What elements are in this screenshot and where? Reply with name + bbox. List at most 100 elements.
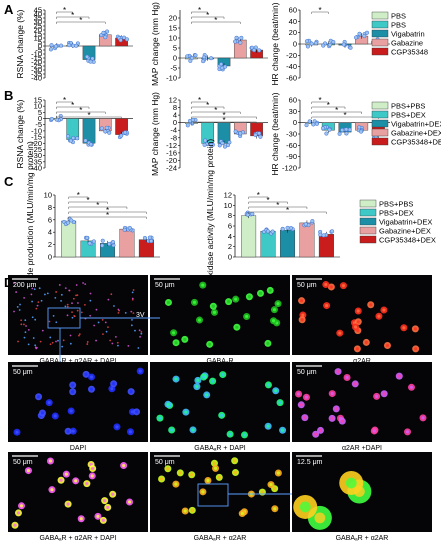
cell — [23, 336, 26, 339]
cell-core — [369, 303, 373, 307]
y-tick-label: -12 — [166, 141, 177, 150]
cell — [132, 312, 135, 315]
cell — [117, 344, 119, 347]
significance-bracket — [191, 101, 208, 104]
scale-label: 50 μm — [297, 369, 317, 376]
data-point — [354, 35, 359, 40]
bar-4 — [318, 234, 334, 258]
data-point — [324, 131, 329, 136]
cell-core — [89, 375, 94, 379]
cell-core — [170, 428, 174, 432]
data-point — [238, 131, 243, 136]
y-tick-label: 15 — [169, 24, 177, 33]
data-point — [225, 143, 231, 148]
cell — [64, 305, 67, 308]
cell-core — [74, 479, 78, 483]
region-tag: 3V — [136, 312, 145, 319]
y-tick-label: -5 — [35, 120, 42, 129]
significance-bracket — [311, 11, 329, 14]
cell-core — [299, 403, 303, 407]
cell — [30, 293, 33, 296]
data-point — [48, 47, 53, 52]
cell-core — [192, 300, 197, 304]
legend-label: Vigabatrin — [391, 30, 425, 39]
data-point — [347, 127, 352, 132]
cell-core — [122, 463, 126, 468]
cell — [130, 324, 133, 327]
y-tick-label: 8 — [48, 203, 52, 212]
data-point — [303, 222, 308, 227]
cell-core — [47, 401, 51, 405]
significance-bracket — [56, 106, 90, 109]
cell — [80, 311, 83, 314]
cell — [15, 291, 18, 293]
data-point — [83, 138, 88, 143]
y-tick-label: 0 — [38, 114, 42, 123]
cell-core — [71, 390, 75, 394]
data-point — [103, 129, 108, 134]
data-point — [123, 130, 128, 135]
y-axis-label: HR change (beat/min) — [270, 92, 280, 175]
scale-label: 50 μm — [155, 459, 175, 466]
y-tick-label: 45 — [34, 6, 42, 15]
cell — [55, 321, 58, 324]
cell — [114, 335, 117, 338]
y-tick-label: 12 — [169, 96, 177, 105]
significance-star: * — [63, 96, 66, 105]
micro-image — [150, 452, 290, 532]
legend-label: Gabazine — [391, 39, 423, 48]
cell — [97, 321, 100, 324]
data-point — [68, 138, 73, 143]
significance-star: * — [79, 106, 82, 115]
significance-star: * — [206, 101, 209, 110]
y-tick-label: 0 — [48, 253, 52, 262]
y-tick-label: -15 — [31, 54, 42, 63]
cell-core — [330, 416, 334, 420]
cell-core — [271, 319, 276, 323]
cell-core — [375, 394, 379, 398]
significance-star: * — [343, 111, 346, 120]
data-point — [49, 43, 54, 48]
cell-core — [240, 511, 244, 516]
y-axis-label: HR change (beat/min) — [270, 2, 280, 85]
legend-label: PBS+DEX — [391, 111, 426, 120]
data-point — [75, 136, 80, 141]
data-point — [362, 34, 367, 39]
cell-core — [174, 482, 178, 486]
cell — [20, 319, 23, 322]
data-point — [233, 129, 238, 134]
cell-core — [356, 309, 360, 313]
cell — [107, 326, 109, 329]
y-tick-label: 6 — [48, 215, 52, 224]
cell-core — [334, 407, 338, 411]
cell — [127, 345, 130, 347]
cell-core — [272, 308, 277, 312]
micro-caption: GABAₐR + DAPI — [194, 445, 245, 452]
y-tick-label: -5 — [35, 46, 42, 55]
cell-core — [184, 410, 188, 414]
cell-core — [103, 499, 107, 503]
data-point — [201, 59, 206, 64]
cell-core — [115, 425, 119, 429]
y-tick-label: -40 — [31, 164, 42, 173]
cell — [55, 340, 57, 343]
cell — [13, 310, 15, 313]
data-point — [58, 113, 63, 119]
micro-caption: GABAₐR + α2AR — [336, 535, 389, 542]
charts-layer: -40-35-30-25-20-15-10-505101520253035404… — [15, 2, 390, 313]
cell-core — [166, 467, 170, 471]
cell-core — [202, 375, 206, 379]
significance-star: * — [206, 11, 209, 20]
cell — [32, 337, 35, 339]
cell-core — [196, 378, 200, 382]
cell-core — [197, 318, 202, 322]
cell — [66, 305, 69, 308]
legend-label: PBS+PBS — [391, 102, 425, 111]
significance-bracket — [68, 211, 147, 214]
data-point — [337, 131, 342, 136]
y-tick-label: -15 — [31, 133, 42, 142]
significance-bracket — [191, 121, 257, 124]
cell-core — [174, 377, 178, 381]
